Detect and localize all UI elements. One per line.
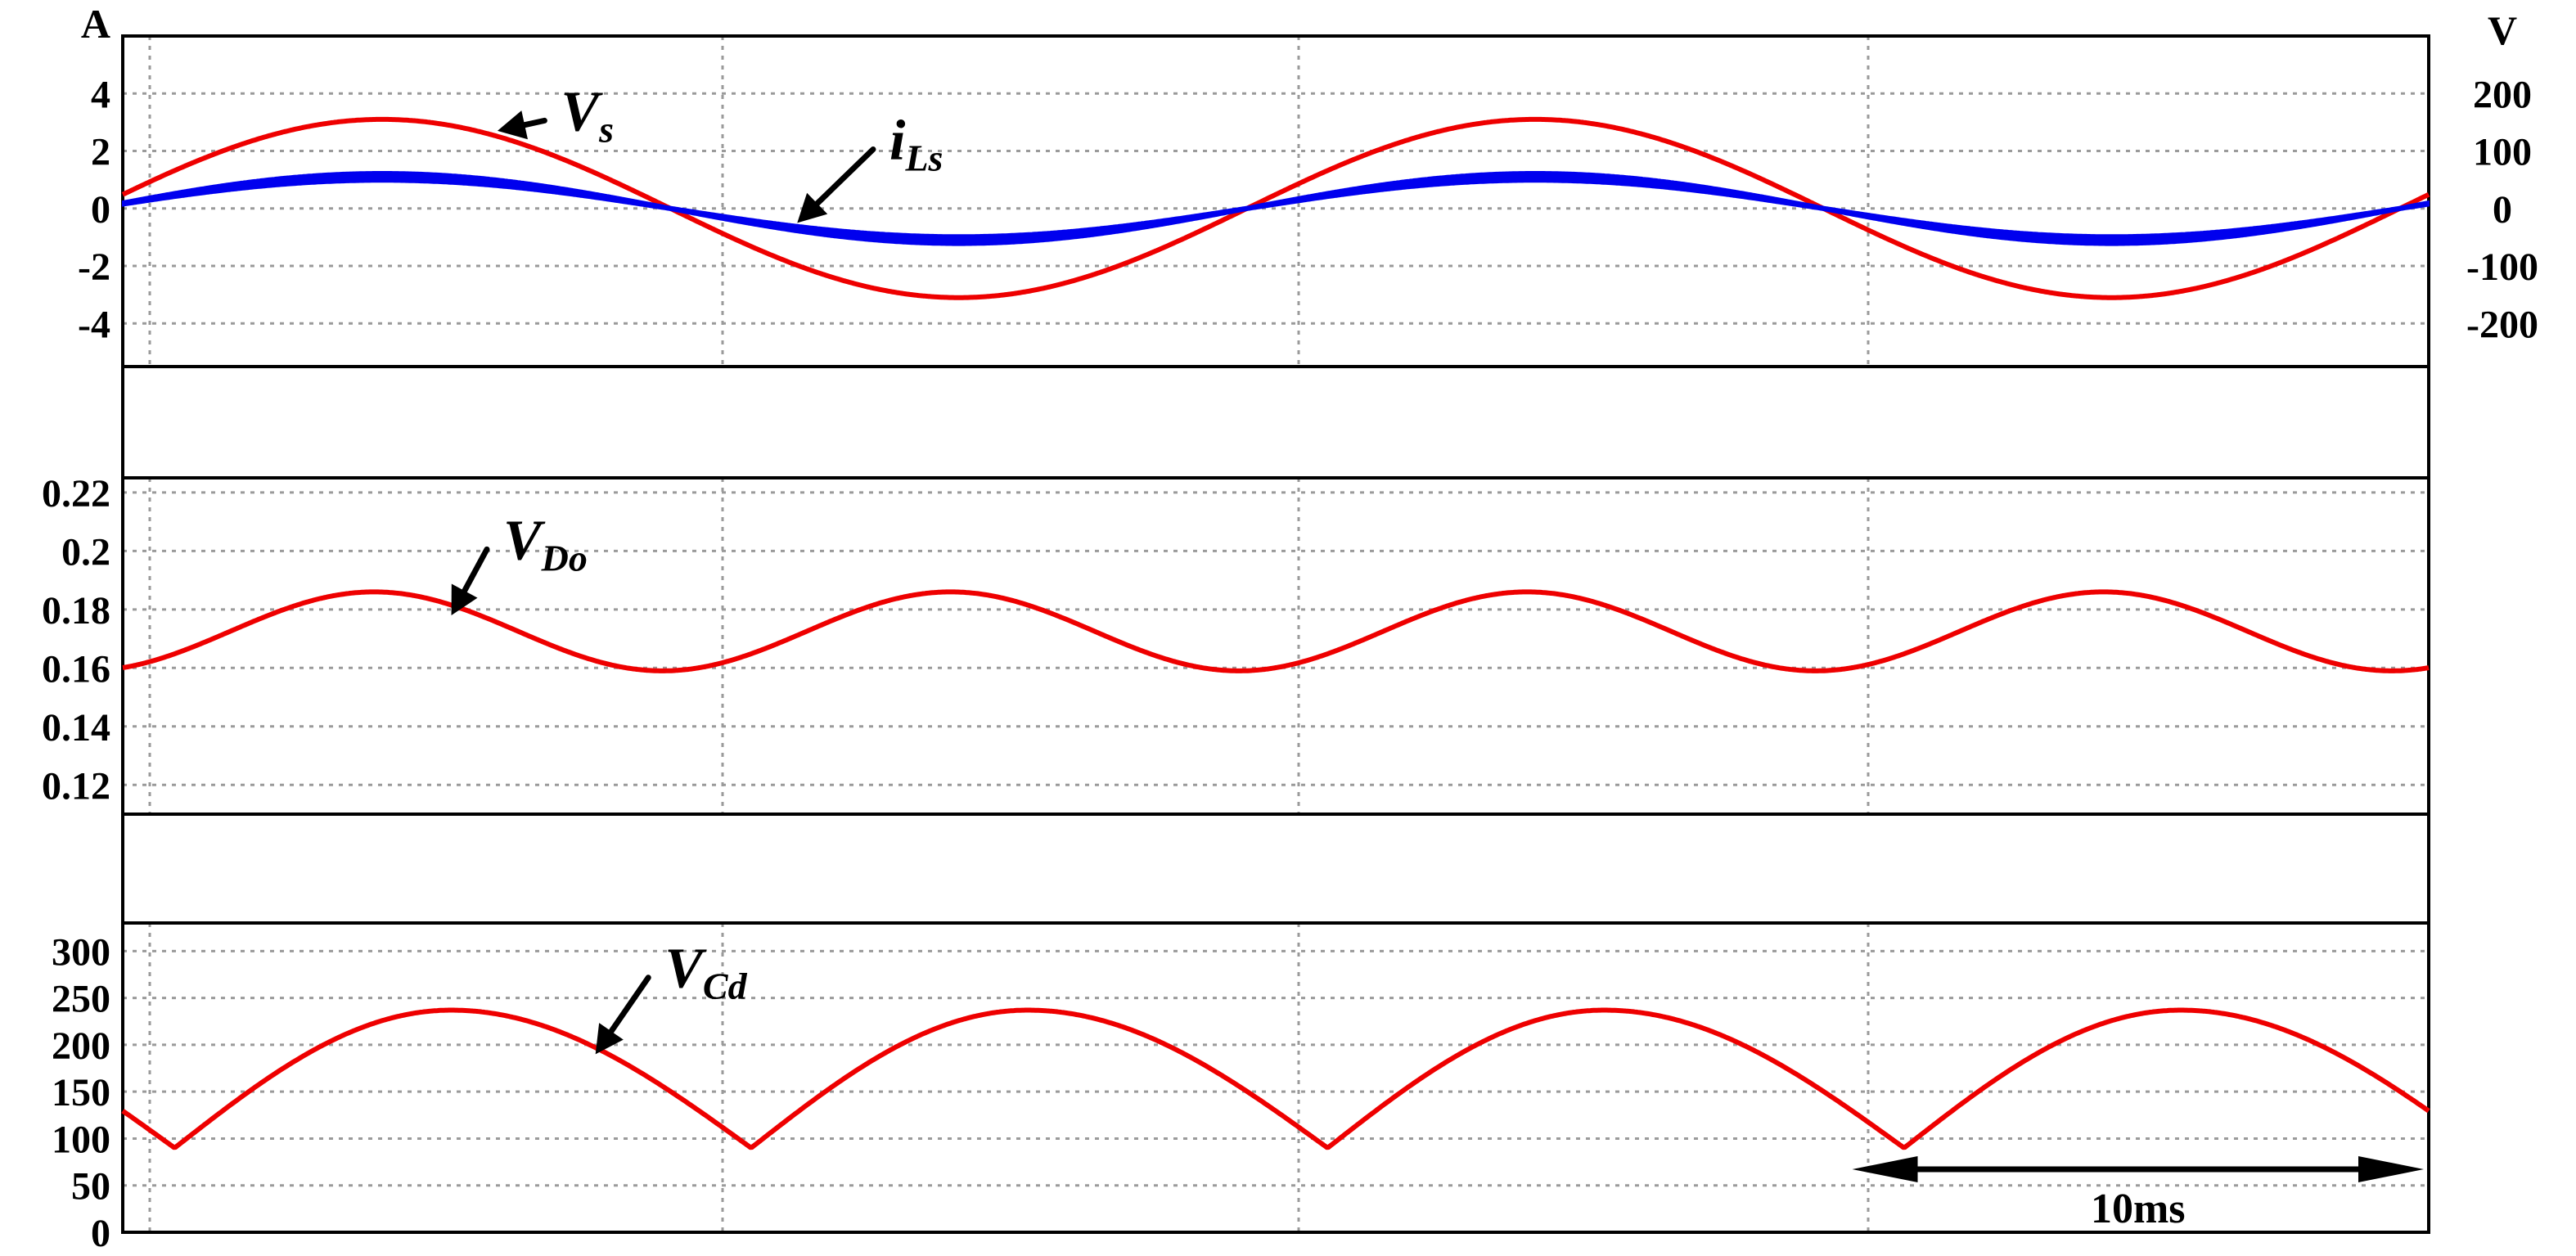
y-tick-label: 4 [91,73,110,116]
y-tick-label: 0.22 [42,472,110,515]
waveform-layer [121,116,2430,1150]
panel-top-grid [123,36,2429,367]
annotation-label: iLs [889,110,943,179]
annotation-arrow-shaft [521,117,547,128]
annotation-arrowhead [797,192,828,223]
y-tick-label: -2 [78,245,110,289]
panel-top-waveforms [121,116,2430,300]
left-axis-unit: A [81,1,110,47]
annotation-arrow-shaft [462,546,490,594]
y-tick-label: 2 [91,131,110,174]
annotation-label: VCd [664,938,747,1007]
annotation-arrow-shaft [814,146,876,207]
y-tick-label: 150 [52,1071,110,1114]
annotation-VCd: VCd [595,938,748,1055]
annotation-arrow-shaft [608,975,651,1034]
right-y-tick-label: 100 [2473,131,2532,174]
y-tick-label: 200 [52,1024,110,1068]
y-tick-label: -4 [78,303,110,346]
annotation-VDo: VDo [451,509,588,615]
annotation-Vs: Vs [497,80,614,150]
panel-middle-waveforms [122,589,2430,673]
annotation-arrowhead [497,110,528,140]
annotation-arrowhead [595,1023,624,1055]
series-Vs-trace [121,116,2430,300]
right-y-tick-label: 0 [2493,188,2512,232]
right-y-tick-label: -100 [2466,245,2538,289]
annotation-iLs: iLs [797,110,943,223]
panel-bottom-frame [121,921,2430,1234]
panel-middle-frame [121,476,2430,816]
y-tick-label: 0 [91,1212,110,1255]
y-tick-label: 0.12 [42,764,110,808]
y-tick-label: 0.14 [42,706,110,750]
series-VCd-trace [121,1007,2430,1150]
right-y-tick-label: -200 [2466,303,2538,346]
y-tick-label: 300 [52,930,110,974]
annotation-label: VDo [503,509,588,578]
annotation-label: Vs [561,80,614,150]
y-tick-label: 0.2 [61,530,110,574]
y-tick-label: 0.18 [42,589,110,633]
panel-bottom-waveforms [121,1007,2430,1150]
time-scale-arrowhead-right [2358,1156,2424,1182]
time-scale-marker: 10ms [1852,1156,2424,1232]
y-tick-label: 250 [52,978,110,1021]
y-tick-label: 50 [71,1165,110,1209]
right-y-tick-label: 200 [2473,73,2532,116]
right-axis-unit: V [2488,7,2517,53]
waveform-annotations: Vs iLs VDo VCd [451,80,943,1055]
series-VDo-trace [122,589,2430,673]
y-tick-label: 0.16 [42,647,110,691]
y-tick-label: 0 [91,188,110,232]
series-iLs-band [122,171,2430,246]
y-tick-label: 100 [52,1118,110,1161]
axis-tick-labels: 4 2 0 -2 -4 A 200 100 0 -100 -200 V 0.22 0.2 0.18 0.16 0… [42,1,2538,1255]
time-scale-label: 10ms [2091,1186,2186,1232]
time-scale-arrowhead-left [1852,1156,1918,1182]
annotation-arrowhead [451,583,478,615]
